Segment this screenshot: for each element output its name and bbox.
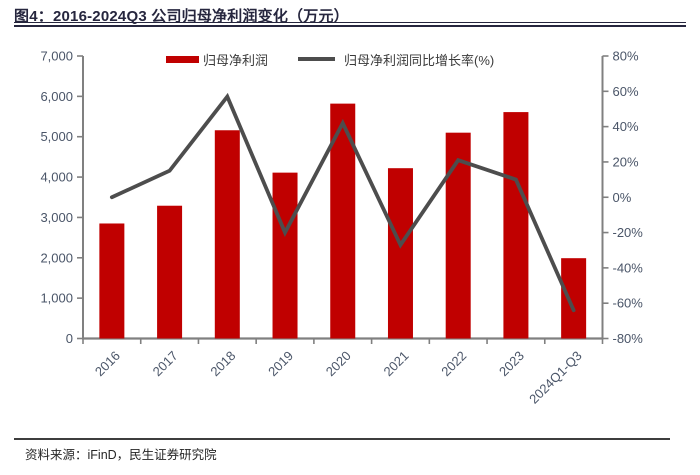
bar-2022 (445, 132, 471, 339)
y-left-tick-label: 3,000 (40, 210, 73, 225)
x-category-label: 2022 (438, 348, 469, 379)
y-right-tick-label: -20% (613, 225, 644, 240)
x-category-label: 2023 (496, 348, 527, 379)
y-right-tick-label: -40% (613, 260, 644, 275)
legend-bar-swatch-icon (166, 55, 199, 63)
y-right-tick-label: 20% (613, 154, 639, 169)
y-left-tick-label: 0 (66, 331, 73, 346)
growth-line (109, 92, 576, 313)
bar-2018 (214, 130, 240, 339)
chart-legend: 归母净利润 归母净利润同比增长率(%) (166, 52, 495, 68)
x-category-label: 2020 (323, 348, 354, 379)
y-right-tick-label: 80% (613, 49, 639, 64)
source-rule (14, 438, 670, 440)
y-right-tick-label: -80% (613, 331, 644, 346)
y-left-tick-label: 4,000 (40, 170, 73, 185)
y-left-tick-label: 5,000 (40, 129, 73, 144)
title-rule (14, 22, 686, 27)
x-category-label: 2024Q1-Q3 (526, 348, 585, 407)
x-category-label: 2019 (265, 348, 296, 379)
bar-2016 (99, 223, 125, 339)
y-left-tick-label: 2,000 (40, 250, 73, 265)
bar-2024Q1-Q3 (561, 258, 587, 339)
bar-2023 (503, 112, 529, 339)
y-right-tick-label: 40% (613, 119, 639, 134)
legend-line-swatch-icon (298, 57, 336, 61)
source-note: 资料来源：iFinD，民生证券研究院 (25, 448, 217, 462)
x-category-label: 2017 (150, 348, 181, 379)
x-category-label: 2016 (92, 348, 123, 379)
y-right-tick-label: 0% (613, 190, 632, 205)
y-left-tick-label: 6,000 (40, 89, 73, 104)
legend-line-label: 归母净利润同比增长率(%) (344, 52, 495, 68)
y-left-tick-label: 7,000 (40, 49, 73, 64)
y-right-tick-label: 60% (613, 84, 639, 99)
y-right-tick-label: -60% (613, 296, 644, 311)
y-left-tick-label: 1,000 (40, 291, 73, 306)
profit-bar-line-chart: 0 1,000 2,000 3,000 4,000 5,000 6,000 7,000 -80%… (40, 49, 644, 407)
bar-2021 (387, 168, 413, 339)
x-category-label: 2021 (381, 348, 412, 379)
x-category-label: 2018 (207, 348, 238, 379)
legend-bar-label: 归母净利润 (203, 52, 269, 68)
bar-2019 (272, 172, 298, 339)
bar-2017 (157, 205, 183, 339)
figure-title: 图4：2016-2024Q3 公司归母净利润变化（万元） (14, 8, 349, 25)
